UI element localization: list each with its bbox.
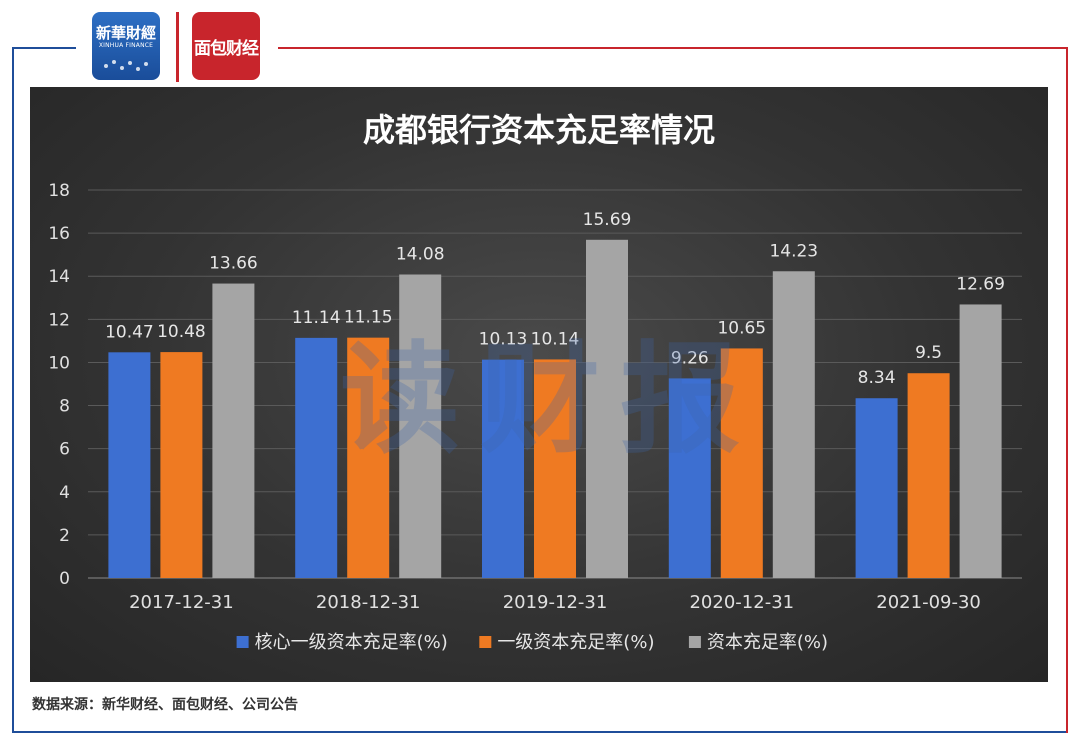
logo-divider [176,12,179,82]
bars [108,239,1002,578]
xinhua-logo-text-cn: 新華財經 [95,24,156,42]
bar [482,359,524,578]
legend-label: 一级资本充足率(%) [497,632,654,653]
mianbao-logo-text: 面包财经 [194,39,259,59]
bar [534,359,576,578]
bar [212,283,255,578]
data-label: 11.15 [344,308,393,328]
data-source-note: 数据来源：新华财经、面包财经、公司公告 [32,697,298,713]
y-tick-label: 6 [59,440,70,460]
frame-bottom-line [12,731,1067,733]
bar [586,239,628,578]
data-label: 13.66 [209,254,258,274]
bar [720,348,763,578]
data-label: 10.65 [717,318,766,338]
x-tick-label: 2017-12-31 [129,592,234,613]
data-label: 10.48 [157,322,206,342]
y-tick-label: 16 [48,224,70,244]
y-tick-label: 2 [59,526,70,546]
x-tick-label: 2021-09-30 [876,592,981,613]
bar [959,304,1002,578]
y-axis-ticks: 0 2 4 6 8 10 12 14 16 18 [48,181,70,589]
x-axis-ticks: 2017-12-31 2018-12-31 2019-12-31 2020-12-31… [129,592,981,613]
data-label: 14.08 [396,244,445,264]
data-labels: 10.47 10.48 13.66 11.14 11.15 14.08 10.13 10.14… [105,210,1005,388]
xinhua-logo-text-en: XINHUA FINANCE [98,42,154,49]
y-tick-label: 4 [59,483,70,503]
data-label: 11.14 [292,308,341,328]
frame-top-left-line [12,47,76,49]
bar [295,337,338,578]
data-label: 14.23 [769,241,818,261]
y-tick-label: 14 [48,267,70,287]
y-tick-label: 8 [59,397,70,417]
data-label: 15.69 [583,210,632,230]
data-label: 12.69 [956,274,1005,294]
xinhua-finance-logo: 新華財經 XINHUA FINANCE [92,12,160,80]
data-label: 9.26 [671,348,709,368]
bar [855,398,898,578]
y-tick-label: 12 [48,310,70,330]
bar [399,274,442,578]
bar-chart: 成都银行资本充足率情况 0 2 4 6 8 10 12 14 16 18 10.47 10.48 13… [48,111,1022,653]
data-label: 8.34 [858,368,896,388]
y-tick-label: 0 [59,569,70,589]
bar [772,271,815,578]
legend-swatch [479,636,492,648]
bar [907,373,950,578]
mianbao-finance-logo: 面包财经 [192,12,260,80]
data-label: 10.13 [479,330,528,350]
chart-title: 成都银行资本充足率情况 [363,111,715,149]
y-tick-label: 18 [48,181,70,201]
y-tick-label: 10 [48,353,70,373]
bar [160,352,203,578]
header-logos: 新華財經 XINHUA FINANCE 面包财经 [92,12,262,82]
frame-right-line [1066,47,1068,733]
x-tick-label: 2018-12-31 [316,592,421,613]
data-label: 9.5 [915,343,942,363]
frame-top-right-line [278,47,1068,49]
x-tick-label: 2019-12-31 [503,592,608,613]
legend-swatch [236,636,249,648]
legend-label: 资本充足率(%) [707,632,828,653]
legend: 核心一级资本充足率(%) 一级资本充足率(%) 资本充足率(%) [236,632,828,653]
legend-label: 核心一级资本充足率(%) [255,632,448,653]
legend-swatch [688,636,701,648]
bar [668,378,711,578]
bar [108,352,151,578]
chart-panel: 成都银行资本充足率情况 0 2 4 6 8 10 12 14 16 18 10.47 10.48 13… [30,87,1048,682]
x-tick-label: 2020-12-31 [689,592,794,613]
data-label: 10.14 [531,329,580,349]
bar [347,337,390,578]
xinhua-logo-dots [102,58,150,72]
frame-left-line [12,47,14,733]
data-label: 10.47 [105,322,154,342]
